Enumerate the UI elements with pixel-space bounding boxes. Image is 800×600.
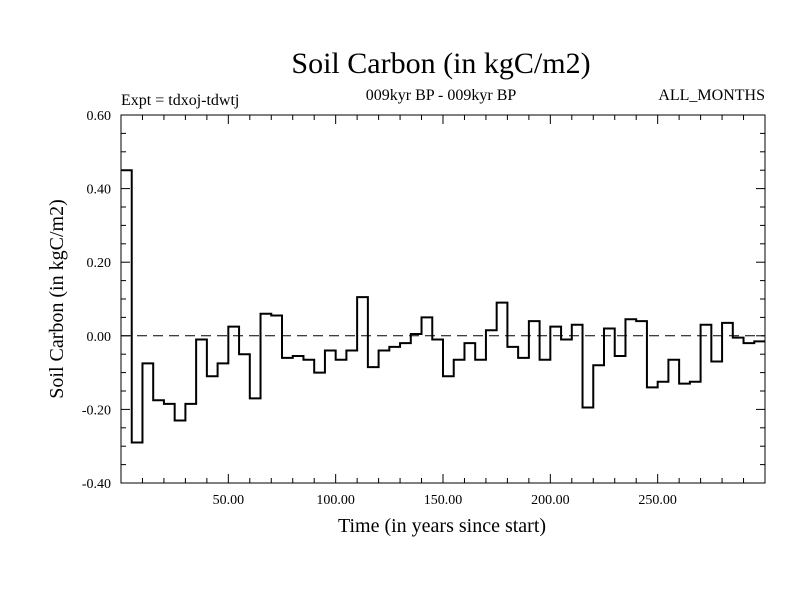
x-tick-label: 150.00 xyxy=(424,493,463,508)
chart-subtitle: 009kyr BP - 009kyr BP xyxy=(366,87,517,104)
x-tick-label: 100.00 xyxy=(316,493,355,508)
y-axis-label: Soil Carbon (in kgC/m2) xyxy=(46,199,68,398)
series-line xyxy=(121,169,765,444)
months-label: ALL_MONTHS xyxy=(658,87,765,104)
y-tick-label: -0.40 xyxy=(82,477,111,492)
y-tick-label: 0.20 xyxy=(87,256,112,271)
plot-area xyxy=(120,114,766,484)
experiment-label: Expt = tdxoj-tdwtj xyxy=(121,92,239,109)
tick-marks xyxy=(121,114,765,484)
y-tick-label: 0.00 xyxy=(87,330,112,345)
x-tick-label: 250.00 xyxy=(638,493,677,508)
y-tick-label: 0.40 xyxy=(87,183,112,198)
x-tick-label: 50.00 xyxy=(213,493,245,508)
chart-title: Soil Carbon (in kgC/m2) xyxy=(291,47,590,80)
tick-labels: -0.40 -0.20 0.00 0.20 0.40 0.60 50.00 100.00 150… xyxy=(82,109,677,508)
x-tick-label: 200.00 xyxy=(531,493,570,508)
y-tick-label: -0.20 xyxy=(82,403,111,418)
y-tick-label: 0.60 xyxy=(87,109,112,124)
x-axis-label: Time (in years since start) xyxy=(338,515,546,537)
